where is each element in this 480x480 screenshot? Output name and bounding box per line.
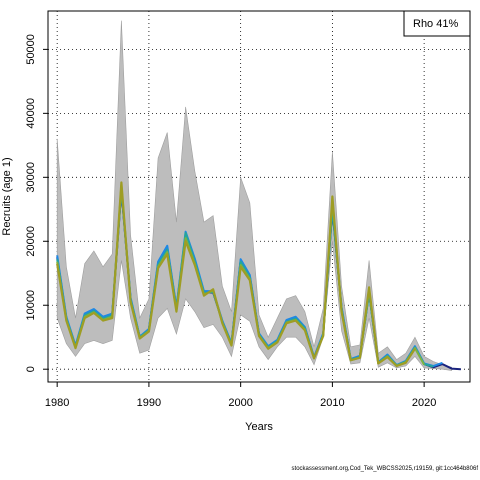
y-tick-label: 0	[25, 366, 37, 372]
y-tick-label: 20000	[25, 226, 37, 257]
y-axis: 0 10000 20000 30000 40000 50000	[25, 34, 49, 372]
footer-text: stockassessment.org,Cod_Tek_WBCSS2025,r1…	[292, 466, 479, 472]
x-axis: 1980 1990 2000 2010 2020	[45, 381, 436, 409]
confidence-band-area	[56, 20, 452, 371]
legend-text: Rho 41%	[413, 18, 458, 30]
legend-box	[403, 10, 471, 37]
y-tick-label: 30000	[25, 162, 37, 193]
x-tick-label: 1980	[45, 397, 69, 409]
legend: Rho 41%	[403, 10, 471, 37]
x-tick-label: 2020	[412, 397, 436, 409]
series-line-5	[56, 181, 416, 368]
series-group	[56, 181, 461, 371]
y-tick-label: 50000	[25, 34, 37, 65]
x-tick-label: 2010	[320, 397, 344, 409]
y-axis-title: Recruits (age 1)	[1, 157, 13, 235]
x-axis-title: Years	[245, 421, 273, 433]
x-tick-label: 2000	[228, 397, 252, 409]
y-tick-label: 40000	[25, 98, 37, 129]
y-tick-label: 10000	[25, 290, 37, 321]
x-tick-label: 1990	[137, 397, 161, 409]
confidence-band	[56, 20, 452, 371]
